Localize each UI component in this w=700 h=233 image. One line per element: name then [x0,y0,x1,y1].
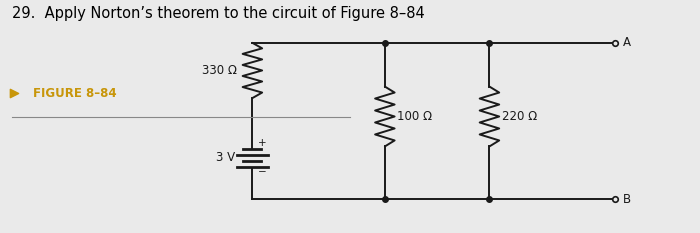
Text: 29.  Apply Norton’s theorem to the circuit of Figure 8–84: 29. Apply Norton’s theorem to the circui… [12,6,425,21]
Text: 330 Ω: 330 Ω [202,64,237,77]
Text: 3 V: 3 V [216,151,235,164]
Text: +: + [258,138,267,148]
Text: 220 Ω: 220 Ω [502,110,537,123]
Text: 100 Ω: 100 Ω [398,110,433,123]
Text: A: A [623,36,631,49]
Text: FIGURE 8–84: FIGURE 8–84 [34,87,117,100]
Text: B: B [623,193,631,206]
Text: −: − [258,168,267,178]
